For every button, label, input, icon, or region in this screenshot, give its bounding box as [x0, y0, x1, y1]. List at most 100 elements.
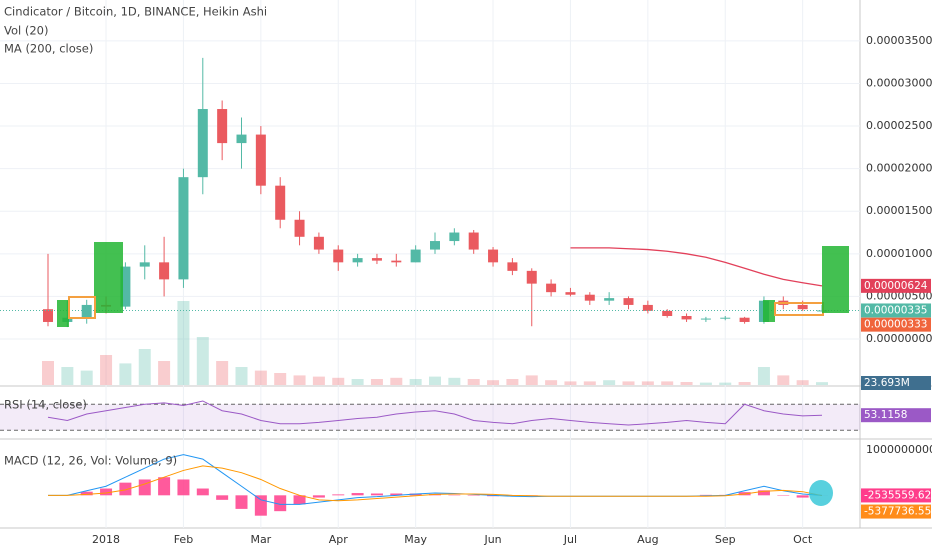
candle-body — [565, 292, 576, 295]
ma-title: MA (200, close) — [4, 42, 93, 56]
macd-histogram-bar — [119, 482, 132, 496]
macd-title: MACD (12, 26, Vol: Volume, 9) — [4, 454, 177, 468]
x-tick-label: Sep — [715, 533, 736, 546]
volume-bar — [796, 380, 809, 385]
candle-body — [584, 294, 595, 301]
volume-bar — [42, 361, 54, 385]
macd-histogram-bar — [80, 491, 93, 496]
volume-bar — [525, 375, 538, 385]
x-tick-label: Feb — [174, 533, 193, 546]
candle-body — [526, 270, 537, 284]
volume-bar — [332, 377, 345, 385]
candle-body — [604, 298, 615, 301]
volume-bar — [177, 301, 190, 385]
volume-title: Vol (20) — [4, 24, 48, 38]
y-tick-label: 0.00003500 — [866, 34, 932, 47]
candle-body — [81, 304, 92, 318]
rsi-title: RSI (14, close) — [4, 398, 87, 412]
volume-bar — [487, 380, 500, 385]
candle-body — [507, 262, 518, 271]
volume-bar — [312, 376, 325, 385]
volume-bar — [390, 377, 403, 385]
price-tag — [861, 317, 931, 332]
price-tag-label: -2535559.6209 — [864, 489, 932, 501]
highlight-circle — [809, 480, 833, 506]
macd-histogram-bar — [796, 495, 809, 498]
candle-body — [120, 266, 131, 307]
candle-body — [546, 283, 557, 293]
volume-bar — [680, 382, 693, 385]
volume-bar — [545, 380, 558, 385]
price-tag — [861, 303, 931, 318]
y-tick-label: 0.00001000 — [866, 247, 932, 260]
volume-bar — [80, 370, 93, 385]
price-tag-label: 0.00000335 — [864, 304, 927, 316]
candle-body — [430, 241, 440, 250]
macd-histogram-bar — [138, 479, 151, 496]
y-tick-label: 0.00002000 — [866, 162, 932, 175]
candle-body — [720, 317, 731, 319]
ma-line — [570, 247, 823, 287]
volume-bar — [61, 367, 74, 385]
volume-bar — [448, 377, 461, 385]
volume-bar — [603, 380, 616, 385]
volume-bar — [158, 361, 171, 385]
macd-line — [48, 465, 823, 502]
volume-bar — [254, 370, 267, 385]
x-tick-label: Oct — [793, 533, 813, 546]
x-tick-label: Mar — [250, 533, 271, 546]
volume-tag — [861, 376, 931, 390]
volume-bar — [757, 367, 770, 385]
volume-bar — [719, 382, 732, 385]
volume-bar — [467, 379, 480, 385]
volume-bar — [100, 355, 113, 385]
macd-histogram-bar — [196, 488, 209, 496]
volume-bar — [351, 379, 364, 385]
volume-bar — [274, 373, 287, 385]
volume-bar — [429, 376, 441, 385]
x-tick-label: Apr — [329, 533, 349, 546]
x-tick-label: Aug — [637, 533, 658, 546]
candle-body — [700, 318, 711, 320]
drawing-box — [57, 300, 69, 327]
macd-histogram-bar — [254, 495, 267, 516]
volume-bar — [622, 381, 635, 385]
candle-body — [313, 236, 324, 250]
macd-histogram-bar — [100, 488, 113, 496]
volume-bar — [409, 379, 422, 385]
x-tick-label: Jun — [483, 533, 501, 546]
volume-bar — [138, 349, 151, 385]
drawing-box — [822, 246, 849, 313]
candle-body — [178, 177, 189, 280]
volume-bar — [564, 381, 577, 385]
macd-histogram-bar — [177, 479, 190, 496]
candle-body — [468, 232, 479, 250]
volume-bar — [699, 382, 712, 385]
candle-body — [449, 232, 460, 242]
candle-body — [275, 185, 286, 220]
candle-body — [217, 109, 228, 144]
chart-title: Cindicator / Bitcoin, 1D, BINANCE, Heiki… — [4, 5, 267, 19]
y-tick-label: 0.00003000 — [866, 76, 932, 89]
candle-body — [410, 249, 421, 263]
volume-bar — [506, 379, 519, 385]
volume-bar — [293, 375, 306, 385]
y-tick-label: 0.00001500 — [866, 204, 932, 217]
rsi-line — [47, 400, 823, 426]
macd-histogram-bar — [757, 490, 770, 496]
candle-body — [371, 258, 382, 261]
candle-body — [43, 309, 53, 322]
macd-histogram-bar — [312, 495, 325, 498]
candle-body — [681, 316, 692, 320]
volume-bar — [583, 381, 596, 385]
volume-bar — [370, 379, 383, 385]
drawing-box — [94, 242, 123, 313]
price-tag-label: 0.00000624 — [864, 280, 928, 292]
price-tag — [861, 408, 931, 423]
y-tick-label: 1000000000.0000 — [866, 443, 932, 456]
macd-histogram-bar — [158, 477, 171, 496]
candle-body — [197, 109, 208, 178]
candle-body — [488, 249, 499, 263]
